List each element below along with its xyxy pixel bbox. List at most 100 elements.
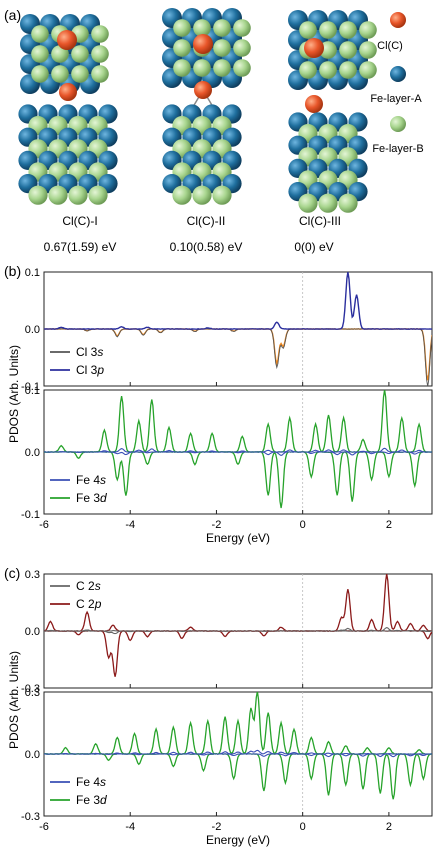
fe-b-atom xyxy=(212,185,232,205)
cl-atom xyxy=(57,30,77,50)
fe-b-atom xyxy=(31,25,49,43)
pdos-ylabel-c: PDOS (Arb. Units) xyxy=(7,651,21,749)
atom-structures xyxy=(18,8,377,213)
y-tick-label: -0.3 xyxy=(21,683,40,695)
fe-b-atom xyxy=(318,193,338,213)
legend-fe-a-swatch xyxy=(390,66,406,82)
legend-label: Fe 4s xyxy=(76,473,106,487)
fe-b-atom xyxy=(233,19,251,37)
legend-label: C 2s xyxy=(76,579,101,593)
legend-label: Cl 3p xyxy=(76,363,104,377)
fe-b-atom xyxy=(213,59,231,77)
fe-b-atom xyxy=(299,21,317,39)
x-tick-label: -2 xyxy=(212,519,222,531)
fe-b-atom xyxy=(339,61,357,79)
fe-b-atom xyxy=(91,25,109,43)
structure-1-name: Cl(C)-I xyxy=(62,214,97,228)
y-tick-label: -0.1 xyxy=(21,381,40,393)
y-tick-label: -0.3 xyxy=(21,811,40,823)
fe-b-atom xyxy=(51,65,69,83)
pdos-chart-3: 0.3 0.0 -0.3-6 -4 -2 0 2 Energy (eV) Fe 4s Fe 3d xyxy=(21,687,433,847)
fe-b-atom xyxy=(213,39,231,57)
fe-b-atom xyxy=(299,61,317,79)
x-axis-label: Energy (eV) xyxy=(206,833,270,847)
fe-b-atom xyxy=(68,185,88,205)
cl-atom xyxy=(59,83,77,101)
cl-atom xyxy=(304,38,324,58)
fe-b-atom xyxy=(173,59,191,77)
side-view xyxy=(18,83,118,205)
fe-b-atom xyxy=(88,185,108,205)
legend-fe-a-label: Fe-layer-A xyxy=(370,93,422,105)
x-tick-label: -2 xyxy=(212,821,222,833)
x-tick-label: 0 xyxy=(300,519,306,531)
fe-b-atom xyxy=(173,39,191,57)
cl-atom xyxy=(194,81,212,99)
panel-a-label: (a) xyxy=(4,7,21,23)
x-tick-label: 0 xyxy=(300,821,306,833)
side-view xyxy=(162,81,242,205)
structure-2-name: Cl(C)-II xyxy=(187,214,226,228)
d-orbital-up-curve xyxy=(44,574,432,632)
x-tick-label: -6 xyxy=(39,519,49,531)
side-view xyxy=(288,95,368,213)
fe-b-atom xyxy=(193,19,211,37)
fe-b-atom xyxy=(339,21,357,39)
fe-b-atom xyxy=(319,21,337,39)
fe-b-atom xyxy=(71,65,89,83)
y-tick-label: 0.1 xyxy=(25,267,40,279)
fe-b-atom xyxy=(91,45,109,63)
pdos-chart-0: 0.1 0.0 -0.1 Cl 3s Cl 3p xyxy=(21,267,433,393)
fe-b-atom xyxy=(91,65,109,83)
x-tick-label: 2 xyxy=(386,519,392,531)
y-tick-label: 0.0 xyxy=(25,749,40,761)
pdos-chart-1: 0.1 0.0 -0.1-6 -4 -2 0 2 Energy (eV) Fe 4s Fe 3d xyxy=(21,385,433,545)
legend-fe-b-swatch xyxy=(390,116,406,132)
x-tick-label: -6 xyxy=(39,821,49,833)
s-orbital-down-curve xyxy=(44,753,432,758)
d-orbital-up-curve xyxy=(44,390,432,453)
legend-cl-label: Cl(C) xyxy=(377,40,403,52)
legend-cl-swatch xyxy=(390,12,406,28)
y-tick-label: 0.3 xyxy=(25,569,40,581)
x-tick-label: -4 xyxy=(125,519,135,531)
fe-b-atom xyxy=(173,19,191,37)
fe-b-atom xyxy=(172,185,192,205)
fe-b-atom xyxy=(338,193,358,213)
fe-b-atom xyxy=(213,19,231,37)
legend-label: Fe 3d xyxy=(76,793,107,807)
panel-b-label: (b) xyxy=(4,263,21,279)
structure-3-name: Cl(C)-III xyxy=(299,214,341,228)
y-tick-label: -0.1 xyxy=(21,509,40,521)
atom-legend: Cl(C) Fe-layer-A Fe-layer-B xyxy=(370,12,424,155)
structure-2-energy: 0.10(0.58) eV xyxy=(170,240,243,254)
fe-b-atom xyxy=(31,65,49,83)
fe-b-atom xyxy=(28,185,48,205)
s-orbital-down-curve xyxy=(44,630,432,635)
legend-label: C 2p xyxy=(76,597,102,611)
legend-label: Fe 3d xyxy=(76,491,107,505)
top-view xyxy=(162,8,251,88)
y-tick-label: 0.0 xyxy=(25,324,40,336)
cl-atom xyxy=(193,34,213,54)
fe-b-atom xyxy=(233,59,251,77)
structure-labels: Cl(C)-I Cl(C)-II Cl(C)-III 0.67(1.59) eV… xyxy=(44,214,341,254)
panel-c-label: (c) xyxy=(4,565,20,581)
legend-label: Fe 4s xyxy=(76,775,106,789)
x-tick-label: 2 xyxy=(386,821,392,833)
y-tick-label: 0.0 xyxy=(25,447,40,459)
y-tick-label: 0.3 xyxy=(25,687,40,699)
fe-b-atom xyxy=(233,39,251,57)
legend-label: Cl 3s xyxy=(76,345,103,359)
fe-b-atom xyxy=(339,41,357,59)
d-orbital-down-curve xyxy=(44,753,432,800)
top-view xyxy=(20,14,109,94)
x-axis-label: Energy (eV) xyxy=(206,531,270,545)
d-orbital-down-curve xyxy=(44,630,432,677)
x-tick-label: -4 xyxy=(125,821,135,833)
top-view xyxy=(288,10,377,90)
fe-b-atom xyxy=(48,185,68,205)
structure-3-energy: 0(0) eV xyxy=(294,240,333,254)
